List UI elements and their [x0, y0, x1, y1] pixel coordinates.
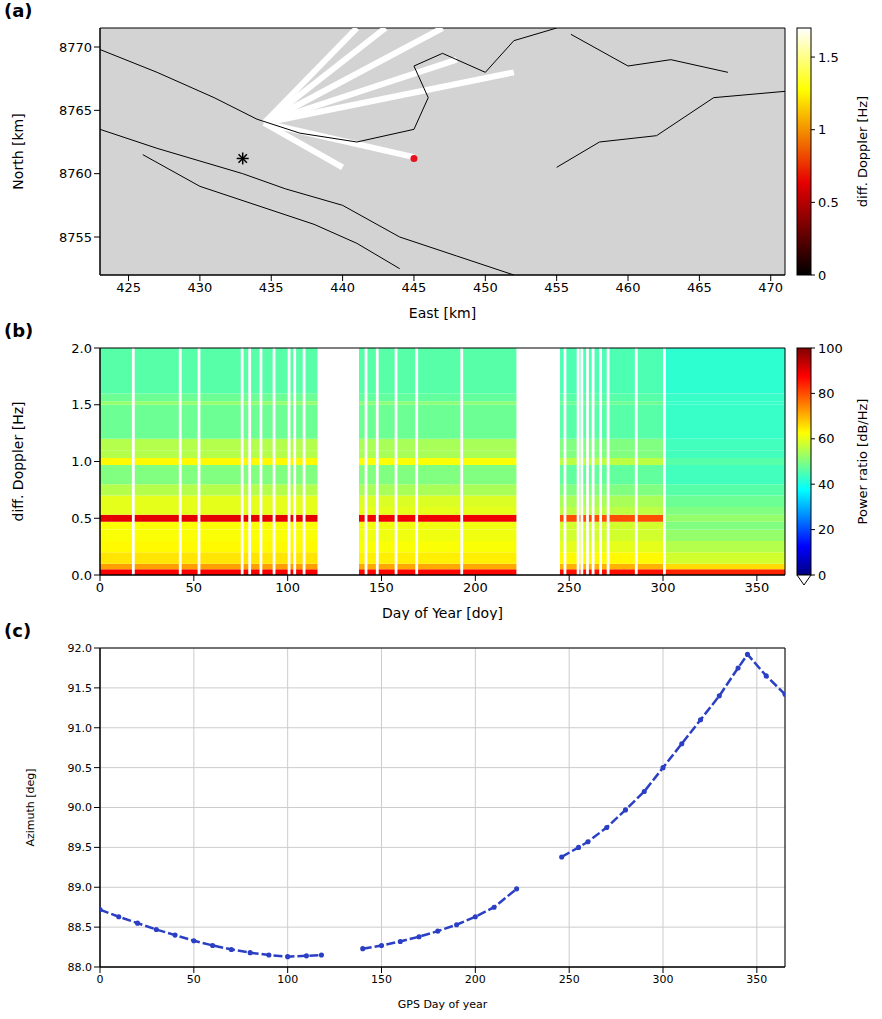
svg-text:470: 470 [758, 280, 783, 295]
svg-text:0.5: 0.5 [818, 195, 839, 210]
svg-text:350: 350 [744, 580, 769, 595]
html-text:(c): (c) [4, 620, 32, 641]
svg-text:50: 50 [186, 580, 203, 595]
svg-text:0: 0 [96, 580, 104, 595]
svg-text:East [km]: East [km] [409, 305, 476, 320]
svg-text:465: 465 [687, 280, 712, 295]
svg-text:92.0: 92.0 [68, 642, 93, 655]
svg-text:200: 200 [465, 973, 486, 986]
svg-text:100: 100 [275, 580, 300, 595]
svg-text:diff. Doppler [Hz]: diff. Doppler [Hz] [10, 402, 26, 522]
svg-text:0: 0 [818, 268, 826, 283]
svg-text:91.0: 91.0 [68, 722, 93, 735]
svg-text:300: 300 [653, 973, 674, 986]
svg-text:1.0: 1.0 [71, 454, 92, 469]
svg-text:90.0: 90.0 [68, 801, 93, 814]
svg-text:88.0: 88.0 [68, 961, 93, 974]
html-text:(a): (a) [4, 0, 33, 21]
svg-text:1.5: 1.5 [818, 50, 839, 65]
svg-text:8765: 8765 [59, 103, 92, 118]
svg-text:80: 80 [818, 386, 835, 401]
svg-text:350: 350 [746, 973, 767, 986]
html-text:(b): (b) [4, 320, 34, 341]
svg-text:425: 425 [116, 280, 141, 295]
svg-text:Day of Year [doy]: Day of Year [doy] [382, 605, 503, 620]
svg-text:diff. Doppler [Hz]: diff. Doppler [Hz] [855, 96, 870, 207]
svg-text:200: 200 [463, 580, 488, 595]
svg-text:150: 150 [371, 973, 392, 986]
svg-text:90.5: 90.5 [68, 762, 93, 775]
svg-text:150: 150 [369, 580, 394, 595]
svg-text:Power ratio [dB/Hz]: Power ratio [dB/Hz] [855, 399, 870, 525]
svg-text:89.5: 89.5 [68, 841, 93, 854]
svg-text:300: 300 [651, 580, 676, 595]
svg-text:1.5: 1.5 [71, 397, 92, 412]
svg-text:435: 435 [259, 280, 284, 295]
svg-text:89.0: 89.0 [68, 881, 93, 894]
svg-text:8760: 8760 [59, 166, 92, 181]
svg-text:1: 1 [818, 122, 826, 137]
svg-text:440: 440 [330, 280, 355, 295]
svg-text:8770: 8770 [59, 40, 92, 55]
svg-text:0.0: 0.0 [71, 568, 92, 583]
svg-text:250: 250 [557, 580, 582, 595]
svg-text:North [km]: North [km] [10, 113, 26, 189]
svg-text:0.5: 0.5 [71, 511, 92, 526]
svg-text:0: 0 [97, 973, 104, 986]
svg-text:100: 100 [277, 973, 298, 986]
svg-text:Azimuth [deg]: Azimuth [deg] [24, 768, 37, 846]
svg-text:100: 100 [818, 341, 843, 356]
svg-text:8755: 8755 [59, 230, 92, 245]
svg-text:0: 0 [818, 568, 826, 583]
svg-text:430: 430 [187, 280, 212, 295]
svg-text:GPS Day of year: GPS Day of year [398, 998, 488, 1011]
svg-text:91.5: 91.5 [68, 682, 93, 695]
svg-text:450: 450 [473, 280, 498, 295]
svg-text:88.5: 88.5 [68, 921, 93, 934]
svg-text:460: 460 [616, 280, 641, 295]
svg-text:455: 455 [544, 280, 569, 295]
svg-text:50: 50 [187, 973, 201, 986]
svg-text:2.0: 2.0 [71, 341, 92, 356]
svg-text:20: 20 [818, 522, 835, 537]
svg-text:40: 40 [818, 477, 835, 492]
svg-text:60: 60 [818, 431, 835, 446]
svg-text:250: 250 [559, 973, 580, 986]
svg-text:445: 445 [402, 280, 427, 295]
